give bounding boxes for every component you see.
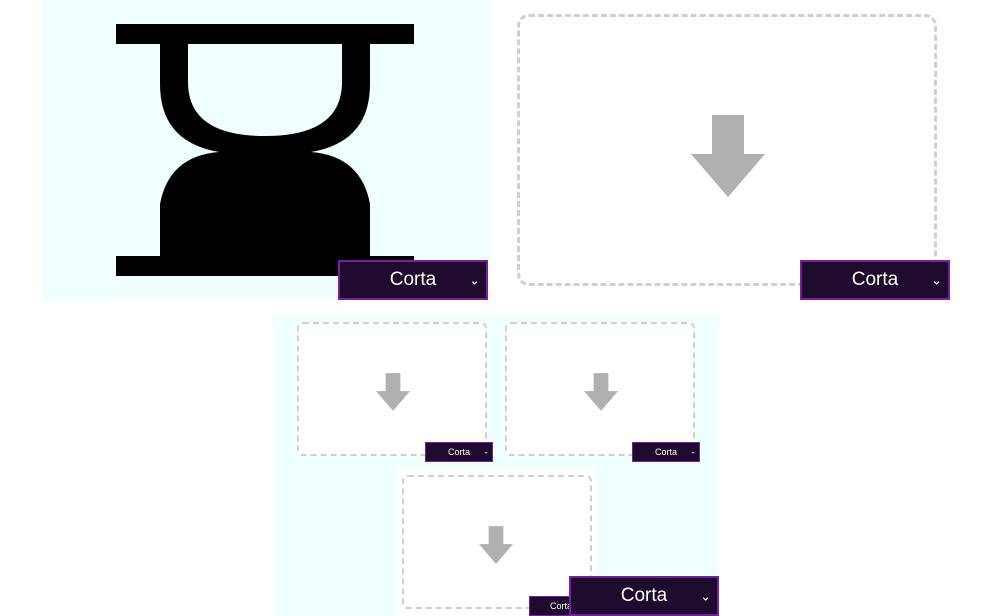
arrow-down-icon xyxy=(584,373,618,411)
chevron-down-icon: ⌄ xyxy=(690,448,696,456)
upload-dropzone-large[interactable] xyxy=(517,14,937,286)
arrow-down-icon xyxy=(376,373,410,411)
select-label: Corta xyxy=(447,447,470,457)
upload-corta-select[interactable]: Corta ⌄ xyxy=(800,260,950,300)
arrow-down-icon xyxy=(691,115,765,197)
upload-dropzone-nested-left[interactable] xyxy=(297,322,487,456)
upload-dropzone-nested-right[interactable] xyxy=(505,322,695,456)
select-label: Corta xyxy=(851,269,899,290)
chevron-down-icon: ⌄ xyxy=(483,448,489,456)
arrow-down-icon xyxy=(479,526,513,564)
select-label: Corta xyxy=(654,447,677,457)
nested-right-corta-select[interactable]: Corta ⌄ xyxy=(632,442,700,462)
select-label: Corta xyxy=(550,601,573,611)
hourglass-corta-select[interactable]: Corta ⌄ xyxy=(338,260,488,300)
chevron-down-icon: ⌄ xyxy=(469,272,480,288)
hourglass-icon xyxy=(116,24,414,276)
hourglass-panel xyxy=(42,0,490,300)
chevron-down-icon: ⌄ xyxy=(700,588,711,604)
select-label: Corta xyxy=(620,585,668,606)
bottom-corta-select[interactable]: Corta ⌄ xyxy=(569,576,719,616)
select-label: Corta xyxy=(389,269,437,290)
nested-left-corta-select[interactable]: Corta ⌄ xyxy=(425,442,493,462)
chevron-down-icon: ⌄ xyxy=(931,272,942,288)
upload-dropzone-nested-bottom[interactable] xyxy=(402,475,592,609)
